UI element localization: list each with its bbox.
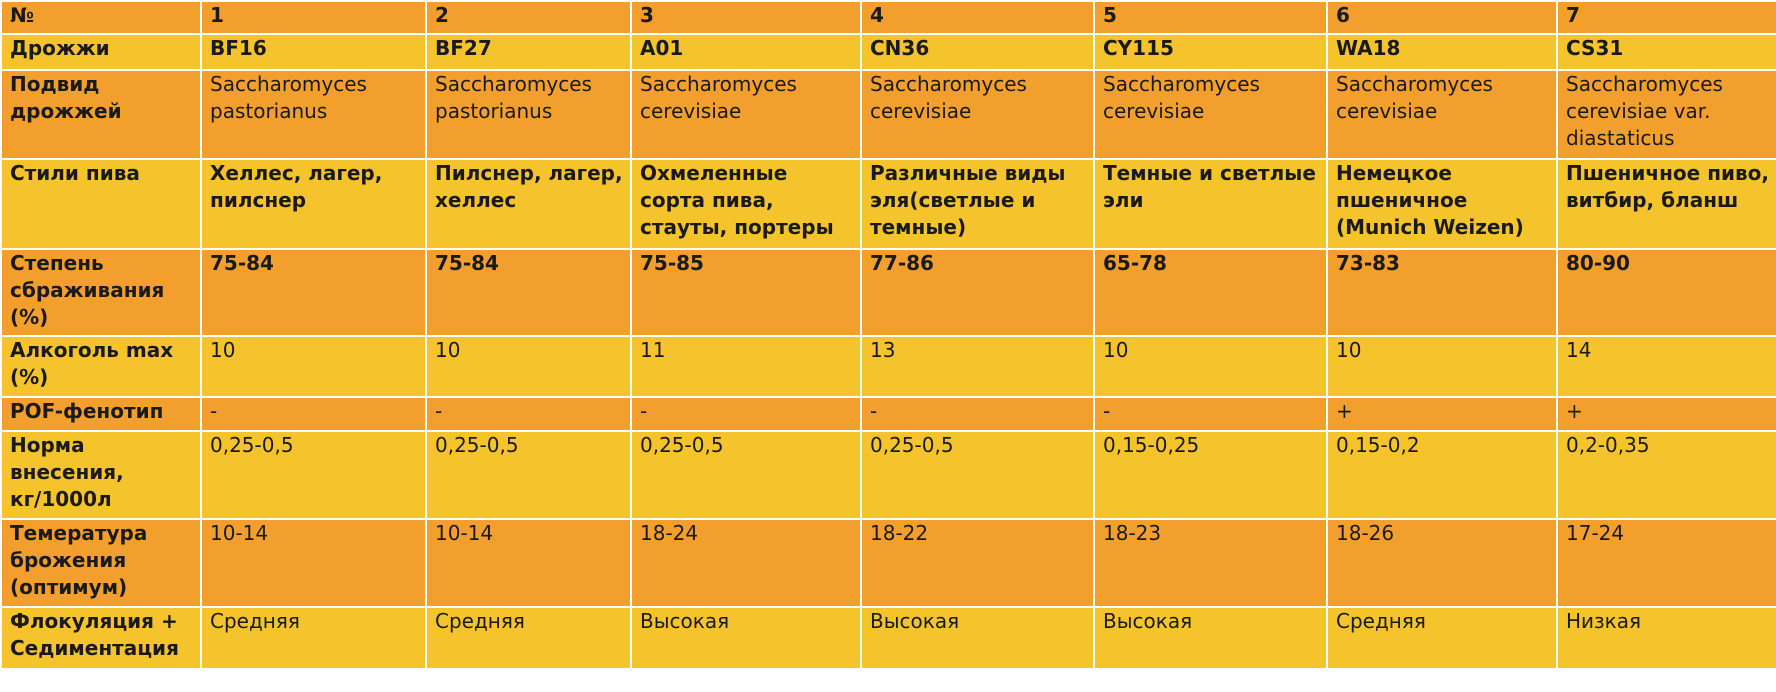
table-cell: 13 [860,335,1095,398]
table-cell: 0,15-0,2 [1326,430,1558,520]
table-cell: 18-24 [630,518,862,608]
table-cell: - [1093,396,1328,432]
row-header: Подвид дрожжей [0,69,202,160]
table-cell: + [1326,396,1558,432]
row-header: Норма внесения, кг/1000л [0,430,202,520]
table-cell: Немецкое пшеничное (Munich Weizen) [1326,158,1558,250]
table-cell: Высокая [860,606,1095,670]
table-cell: 17-24 [1556,518,1776,608]
table-cell: - [860,396,1095,432]
row-header: Стили пива [0,158,202,250]
table-cell: Saccharomyces cerevisiae [860,69,1095,160]
table-cell: Охмеленные сорта пива, стауты, портеры [630,158,862,250]
table-cell: Низкая [1556,606,1776,670]
table-cell: - [425,396,632,432]
table-cell: 18-22 [860,518,1095,608]
table-cell: 10 [200,335,427,398]
table-cell: CS31 [1556,33,1776,71]
table-cell: Средняя [200,606,427,670]
row-header: Дрожжи [0,33,202,71]
row-header: № [0,0,202,35]
table-cell: 75-84 [200,248,427,337]
table-cell: 5 [1093,0,1328,35]
table-cell: 0,25-0,5 [425,430,632,520]
row-subspecies: Подвид дрожжей Saccharomyces pastorianus… [0,69,1776,160]
table-cell: 10 [1093,335,1328,398]
table-cell: - [200,396,427,432]
row-beer-styles: Стили пива Хеллес, лагер, пилснер Пилсне… [0,158,1776,250]
row-fermentation-temperature: Темература брожения (оптимум) 10-14 10-1… [0,518,1776,608]
yeast-comparison-table: № 1 2 3 4 5 6 7 Дрожжи BF16 BF27 A01 CN3… [0,0,1776,670]
table-cell: 11 [630,335,862,398]
table-cell: Хеллес, лагер, пилснер [200,158,427,250]
table-cell: 3 [630,0,862,35]
table-cell: 0,15-0,25 [1093,430,1328,520]
table-cell: Темные и светлые эли [1093,158,1328,250]
table-cell: 2 [425,0,632,35]
row-alcohol-max: Алкоголь max (%) 10 10 11 13 10 10 14 [0,335,1776,398]
table-cell: Saccharomyces pastorianus [425,69,632,160]
table-cell: Saccharomyces cerevisiae [1093,69,1328,160]
row-header: Флокуляция + Седиментация [0,606,202,670]
table-cell: 75-85 [630,248,862,337]
table-cell: 4 [860,0,1095,35]
table-cell: BF27 [425,33,632,71]
table-cell: Высокая [1093,606,1328,670]
table-cell: Средняя [1326,606,1558,670]
table-cell: Пшеничное пиво, витбир, бланш [1556,158,1776,250]
table-cell: Saccharomyces cerevisiae [630,69,862,160]
row-pof-phenotype: POF-фенотип - - - - - + + [0,396,1776,432]
row-pitch-rate: Норма внесения, кг/1000л 0,25-0,5 0,25-0… [0,430,1776,520]
row-header: Алкоголь max (%) [0,335,202,398]
table-cell: 65-78 [1093,248,1328,337]
row-attenuation: Степень сбраживания (%) 75-84 75-84 75-8… [0,248,1776,337]
table-cell: Высокая [630,606,862,670]
table-cell: 18-26 [1326,518,1558,608]
row-header: POF-фенотип [0,396,202,432]
table-cell: WA18 [1326,33,1558,71]
table-cell: 10-14 [425,518,632,608]
table-cell: 77-86 [860,248,1095,337]
table-cell: 14 [1556,335,1776,398]
table-cell: 7 [1556,0,1776,35]
table-cell: 10-14 [200,518,427,608]
table-cell: Saccharomyces cerevisiae var. diastaticu… [1556,69,1776,160]
table-cell: Saccharomyces cerevisiae [1326,69,1558,160]
table-cell: 75-84 [425,248,632,337]
table-cell: 0,25-0,5 [630,430,862,520]
row-flocculation: Флокуляция + Седиментация Средняя Средня… [0,606,1776,670]
table-cell: 0,25-0,5 [200,430,427,520]
table-cell: 0,2-0,35 [1556,430,1776,520]
table-cell: 1 [200,0,427,35]
table-cell: Средняя [425,606,632,670]
table-cell: CY115 [1093,33,1328,71]
row-number: № 1 2 3 4 5 6 7 [0,0,1776,35]
table-cell: + [1556,396,1776,432]
table-cell: 0,25-0,5 [860,430,1095,520]
table-cell: 80-90 [1556,248,1776,337]
table-cell: 10 [425,335,632,398]
table-cell: 73-83 [1326,248,1558,337]
row-yeast: Дрожжи BF16 BF27 A01 CN36 CY115 WA18 CS3… [0,33,1776,71]
table-cell: BF16 [200,33,427,71]
row-header: Степень сбраживания (%) [0,248,202,337]
table-cell: 6 [1326,0,1558,35]
table-cell: 10 [1326,335,1558,398]
table-cell: 18-23 [1093,518,1328,608]
table-cell: A01 [630,33,862,71]
table-cell: CN36 [860,33,1095,71]
table-cell: Пилснер, лагер, хеллес [425,158,632,250]
table-cell: - [630,396,862,432]
table-cell: Saccharomyces pastorianus [200,69,427,160]
row-header: Темература брожения (оптимум) [0,518,202,608]
table-cell: Различные виды эля(светлые и темные) [860,158,1095,250]
